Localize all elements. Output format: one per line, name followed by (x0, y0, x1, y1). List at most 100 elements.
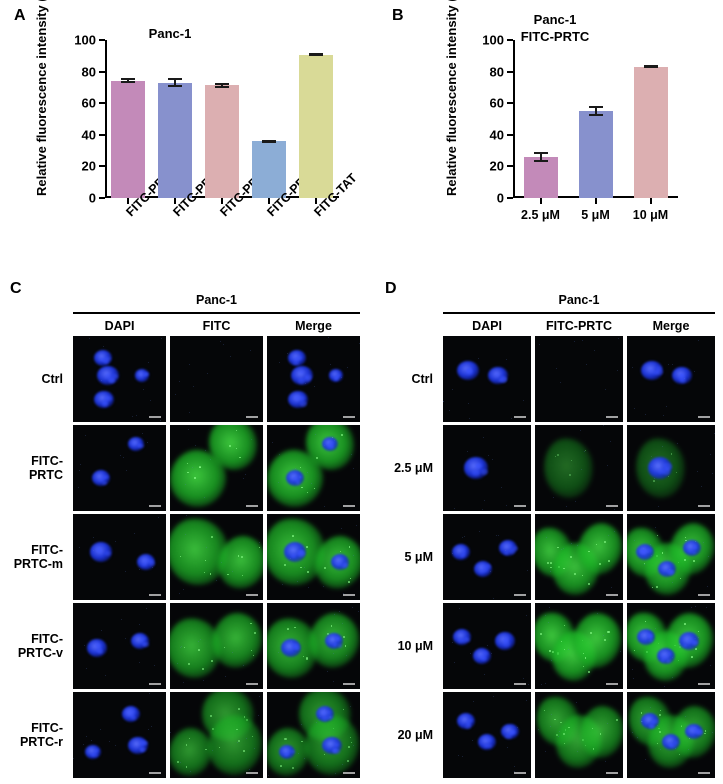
scale-bar (606, 772, 618, 774)
fluorescent-punctum (186, 463, 188, 465)
scale-bar (149, 505, 161, 507)
background-noise (295, 467, 297, 469)
background-noise (351, 454, 353, 456)
nucleus (85, 745, 102, 760)
fluorescent-punctum (599, 562, 602, 565)
nucleus-texture (131, 441, 137, 446)
chart-a-y-axis-label: Relative fluorescence intensity (%) (34, 0, 49, 196)
nucleus-texture (335, 636, 341, 641)
error-cap-4-lower (261, 140, 276, 143)
fluorescent-punctum (307, 571, 310, 573)
background-noise (248, 769, 250, 771)
fluorescent-punctum (324, 754, 326, 756)
fluorescent-punctum (685, 536, 686, 538)
background-noise (605, 389, 607, 391)
nucleus (322, 736, 343, 755)
background-noise (101, 630, 103, 632)
nucleus-texture (683, 643, 688, 648)
background-noise (220, 341, 222, 343)
micrograph-c-r5-fitc (170, 692, 263, 778)
fluorescent-punctum (657, 534, 659, 536)
background-noise (581, 468, 583, 470)
nucleus-texture (499, 376, 507, 383)
background-noise (637, 737, 638, 739)
background-noise (453, 508, 455, 510)
chart-a-title: Panc-1 (148, 26, 192, 41)
column-header-merge: Merge (652, 319, 690, 333)
row-label-c-4: FITC- PRTC-v (17, 632, 63, 660)
x-tick (539, 198, 542, 204)
background-noise (224, 676, 226, 678)
micrograph-c-r4-merge (267, 603, 360, 689)
background-noise (277, 651, 279, 653)
background-noise (158, 516, 160, 518)
nucleus-texture (90, 752, 94, 756)
background-noise (211, 750, 213, 752)
fluorescent-punctum (197, 649, 200, 652)
fluorescent-punctum (681, 726, 683, 728)
scale-bar (606, 505, 618, 507)
background-noise (549, 571, 551, 573)
fluorescent-punctum (342, 709, 344, 711)
nucleus-texture (670, 743, 676, 749)
fluorescent-punctum (607, 560, 610, 563)
fluorescent-punctum (284, 564, 287, 567)
background-noise (199, 638, 201, 640)
nucleus-texture (696, 728, 702, 734)
fluorescent-punctum (589, 632, 592, 635)
background-noise (606, 465, 608, 467)
background-noise (160, 337, 162, 339)
nucleus-texture (459, 554, 464, 558)
fluorescent-punctum (186, 766, 188, 768)
nucleus-texture (129, 709, 135, 714)
nucleus-texture (294, 356, 301, 361)
nucleus-texture (651, 718, 658, 724)
nucleus-texture (648, 637, 654, 642)
background-noise (514, 770, 516, 772)
fluorescent-punctum (188, 663, 191, 666)
fluorescent-punctum (227, 573, 229, 576)
background-noise (84, 434, 86, 436)
micrograph-group-c: Panc-1 DAPI FITC Merge Ctrl FITC- PRTC FITC- PRT… (0, 281, 370, 784)
y-tick-label: 0 (88, 190, 96, 206)
background-noise (267, 420, 269, 422)
panel-letter-c: C (10, 280, 22, 297)
nucleus-texture (652, 369, 660, 375)
fluorescent-punctum (655, 585, 658, 589)
background-noise (577, 545, 579, 547)
nucleus-texture (343, 562, 348, 566)
micrograph-d-r2-fitc-prtc (535, 425, 623, 511)
nucleus-texture (298, 377, 306, 384)
background-noise (338, 610, 340, 612)
nucleus-texture (508, 548, 515, 555)
nucleus (658, 561, 677, 577)
nucleus-texture (660, 658, 665, 662)
background-noise (152, 567, 154, 569)
nucleus-texture (298, 475, 303, 479)
fluorescent-punctum (571, 459, 573, 462)
nucleus-texture (99, 357, 104, 362)
background-noise (467, 450, 469, 452)
bar-3 (633, 66, 668, 198)
micrograph-d-r4-fitc-prtc (535, 603, 623, 689)
fluorescent-punctum (693, 559, 696, 562)
nucleus (635, 543, 654, 560)
nucleus-texture (343, 564, 349, 569)
nucleus-texture (464, 636, 469, 641)
background-noise (526, 615, 528, 617)
background-noise (567, 649, 569, 651)
nucleus-texture (649, 723, 654, 728)
background-noise (237, 742, 239, 744)
nucleus-texture (650, 720, 655, 725)
nucleus-texture (96, 547, 103, 553)
background-noise (539, 343, 541, 345)
background-noise (711, 732, 713, 734)
fluorescent-punctum (235, 429, 237, 432)
background-noise (683, 378, 685, 380)
fluorescent-punctum (254, 631, 257, 634)
fluorescent-punctum (661, 552, 663, 554)
background-noise (663, 685, 665, 687)
micrograph-c-r4-fitc (170, 603, 263, 689)
background-noise (335, 773, 337, 775)
fluorescent-punctum (291, 766, 294, 769)
